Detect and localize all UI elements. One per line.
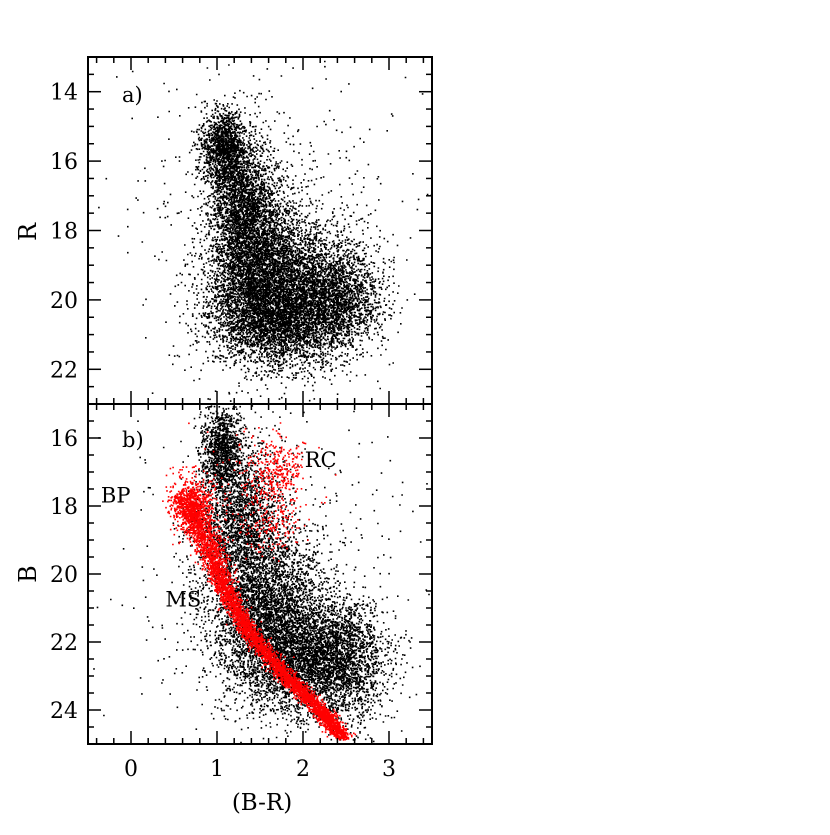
panel-a-points (98, 60, 432, 402)
panel-b-ytick-label: 22 (50, 631, 78, 656)
panel-a-series-0-points (98, 60, 432, 402)
panel-b-label: b) (122, 428, 144, 452)
panel-b-xtick-label: 0 (124, 757, 138, 782)
panel-a-label: a) (122, 83, 143, 107)
panel-a-ytick-label: 22 (50, 358, 78, 383)
panel-b-series-1-points (162, 422, 357, 741)
panel-b-ytick-label: 20 (50, 563, 78, 588)
panel-b-xlabel: (B-R) (232, 790, 292, 816)
panel-a-ytick-label: 20 (50, 289, 78, 314)
panel-b-xtick-label: 1 (210, 757, 224, 782)
panel-a-ytick-label: 14 (50, 81, 78, 106)
annotation-rc: RC (305, 448, 337, 472)
panel-a-R-vs-BR: 14 16 18 20 22 a) R (14, 56, 433, 405)
panel-b-ticks: 16 18 20 22 24 0 1 2 3 (50, 404, 432, 782)
panel-b-ytick-label: 18 (50, 495, 78, 520)
panel-b-ytick-label: 24 (50, 699, 78, 724)
panel-a-ytick-label: 18 (50, 220, 78, 245)
panel-b-annotations: RC BP MS (101, 448, 337, 611)
panel-b-ylabel: B (14, 565, 42, 583)
panel-b-xtick-label: 2 (296, 757, 310, 782)
panel-a-ticks: 14 16 18 20 22 (50, 57, 432, 404)
panel-b-xtick-label: 3 (382, 757, 396, 782)
panel-b-ytick-label: 16 (50, 427, 78, 452)
panel-a-ytick-label: 16 (50, 150, 78, 175)
panel-b-B-vs-BR: 16 18 20 22 24 0 1 2 3 b) B (B-R) RC BP MS (14, 403, 433, 816)
panel-b-series-0-points (93, 405, 430, 744)
annotation-ms: MS (165, 587, 201, 611)
panel-a-ylabel: R (14, 222, 42, 241)
panel-b-points (93, 405, 430, 744)
annotation-bp: BP (101, 484, 131, 508)
